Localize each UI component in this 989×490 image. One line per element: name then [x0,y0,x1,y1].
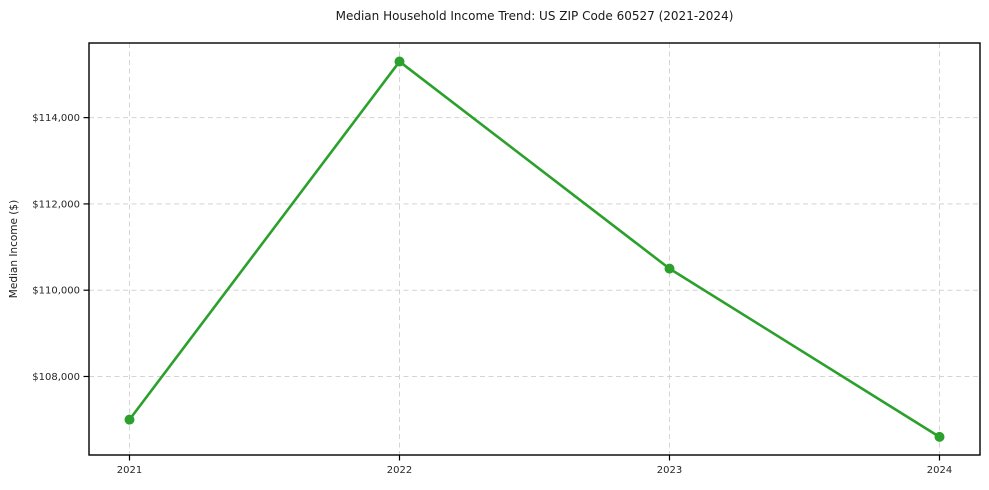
x-tick-label: 2021 [117,465,142,476]
data-point [124,414,135,425]
x-tick-label: 2024 [927,465,952,476]
y-tick-label: $112,000 [32,199,80,210]
chart-title: Median Household Income Trend: US ZIP Co… [335,9,734,23]
y-tick-label: $108,000 [32,372,80,383]
y-tick-label: $114,000 [32,113,80,124]
x-tick-label: 2022 [387,465,412,476]
data-point [934,431,945,442]
data-line [128,60,941,439]
data-point [664,263,675,274]
y-tick-label: $110,000 [32,286,80,297]
plot-frame [88,42,981,456]
x-tick-label: 2023 [657,465,682,476]
data-point [394,56,405,67]
